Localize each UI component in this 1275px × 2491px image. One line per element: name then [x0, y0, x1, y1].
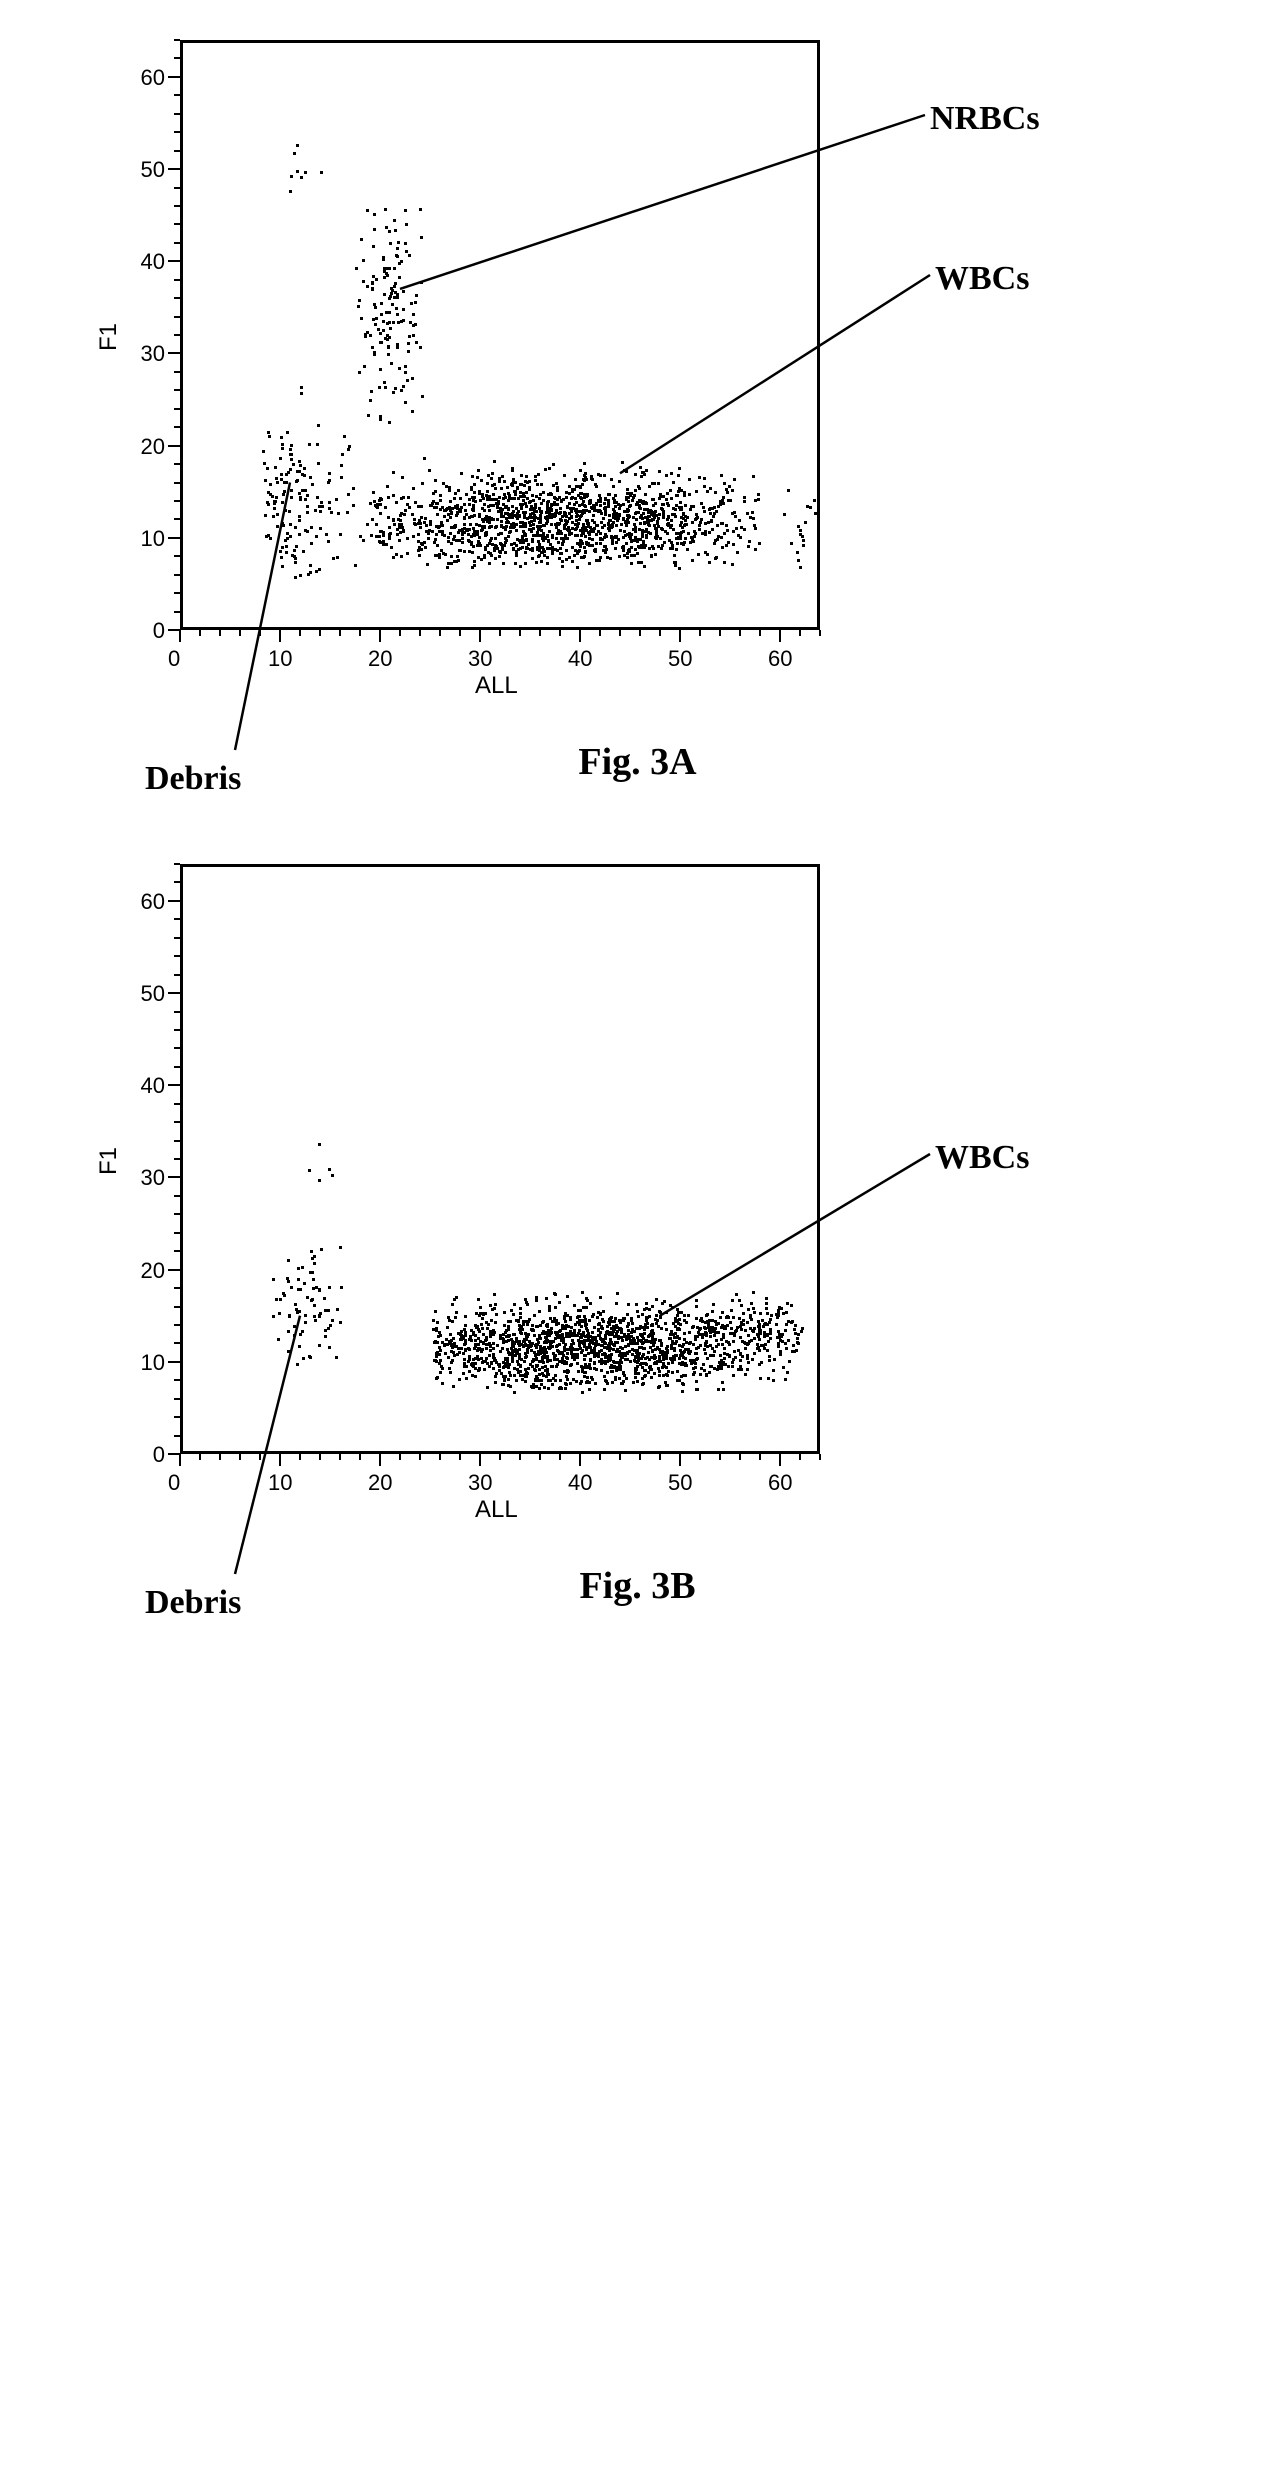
annotation-label-wbcs: WBCs	[935, 1139, 1029, 1177]
figure-fig3a: 0 10 20 30 40 50 60 0 10 20 30 40 50 60 ALL F1 NRBCs WBCs…	[0, 40, 1275, 784]
annotation-label-nrbcs: NRBCs	[930, 100, 1040, 138]
x-tick-label: 60	[768, 1470, 792, 1496]
x-tick-label: 0	[168, 646, 180, 672]
y-tick-label: 40	[135, 249, 165, 275]
annotation-label-wbcs: WBCs	[935, 260, 1029, 298]
x-tick-label: 10	[268, 1470, 292, 1496]
x-tick-label: 50	[668, 646, 692, 672]
y-tick-label: 0	[135, 618, 165, 644]
plot-inner	[183, 867, 817, 1451]
y-tick-label: 30	[135, 341, 165, 367]
x-tick-label: 40	[568, 646, 592, 672]
plot-inner	[183, 43, 817, 627]
x-tick-label: 50	[668, 1470, 692, 1496]
annotation-label-debris: Debris	[145, 1584, 241, 1622]
y-tick-label: 60	[135, 65, 165, 91]
plot-wrapper: 01020304050600102030405060ALLF1NRBCsWBCs…	[180, 40, 880, 630]
x-tick-label: 10	[268, 646, 292, 672]
x-tick-label: 40	[568, 1470, 592, 1496]
x-axis-label: ALL	[475, 672, 518, 700]
x-tick-label: 20	[368, 646, 392, 672]
y-tick-label: 50	[135, 157, 165, 183]
y-tick-label: 20	[135, 1258, 165, 1284]
plot-wrapper: 01020304050600102030405060ALLF1WBCsDebri…	[180, 864, 880, 1454]
y-tick-label: 10	[135, 526, 165, 552]
x-tick-label: 60	[768, 646, 792, 672]
annotation-label-debris: Debris	[145, 760, 241, 798]
y-tick-label: 40	[135, 1073, 165, 1099]
figure-fig3b: 01020304050600102030405060ALLF1WBCsDebri…	[0, 864, 1275, 1608]
x-tick-label: 30	[468, 646, 492, 672]
y-tick-label: 20	[135, 434, 165, 460]
y-tick-label: 60	[135, 889, 165, 915]
y-tick-label: 50	[135, 981, 165, 1007]
y-tick-label: 30	[135, 1165, 165, 1191]
plot-area	[180, 40, 820, 630]
plot-area	[180, 864, 820, 1454]
y-tick-label: 10	[135, 1350, 165, 1376]
x-axis-label: ALL	[475, 1496, 518, 1524]
x-tick-label: 0	[168, 1470, 180, 1496]
x-tick-label: 20	[368, 1470, 392, 1496]
y-axis-label: F1	[95, 1147, 123, 1175]
y-tick-label: 0	[135, 1442, 165, 1468]
y-axis-label: F1	[95, 323, 123, 351]
x-tick-label: 30	[468, 1470, 492, 1496]
